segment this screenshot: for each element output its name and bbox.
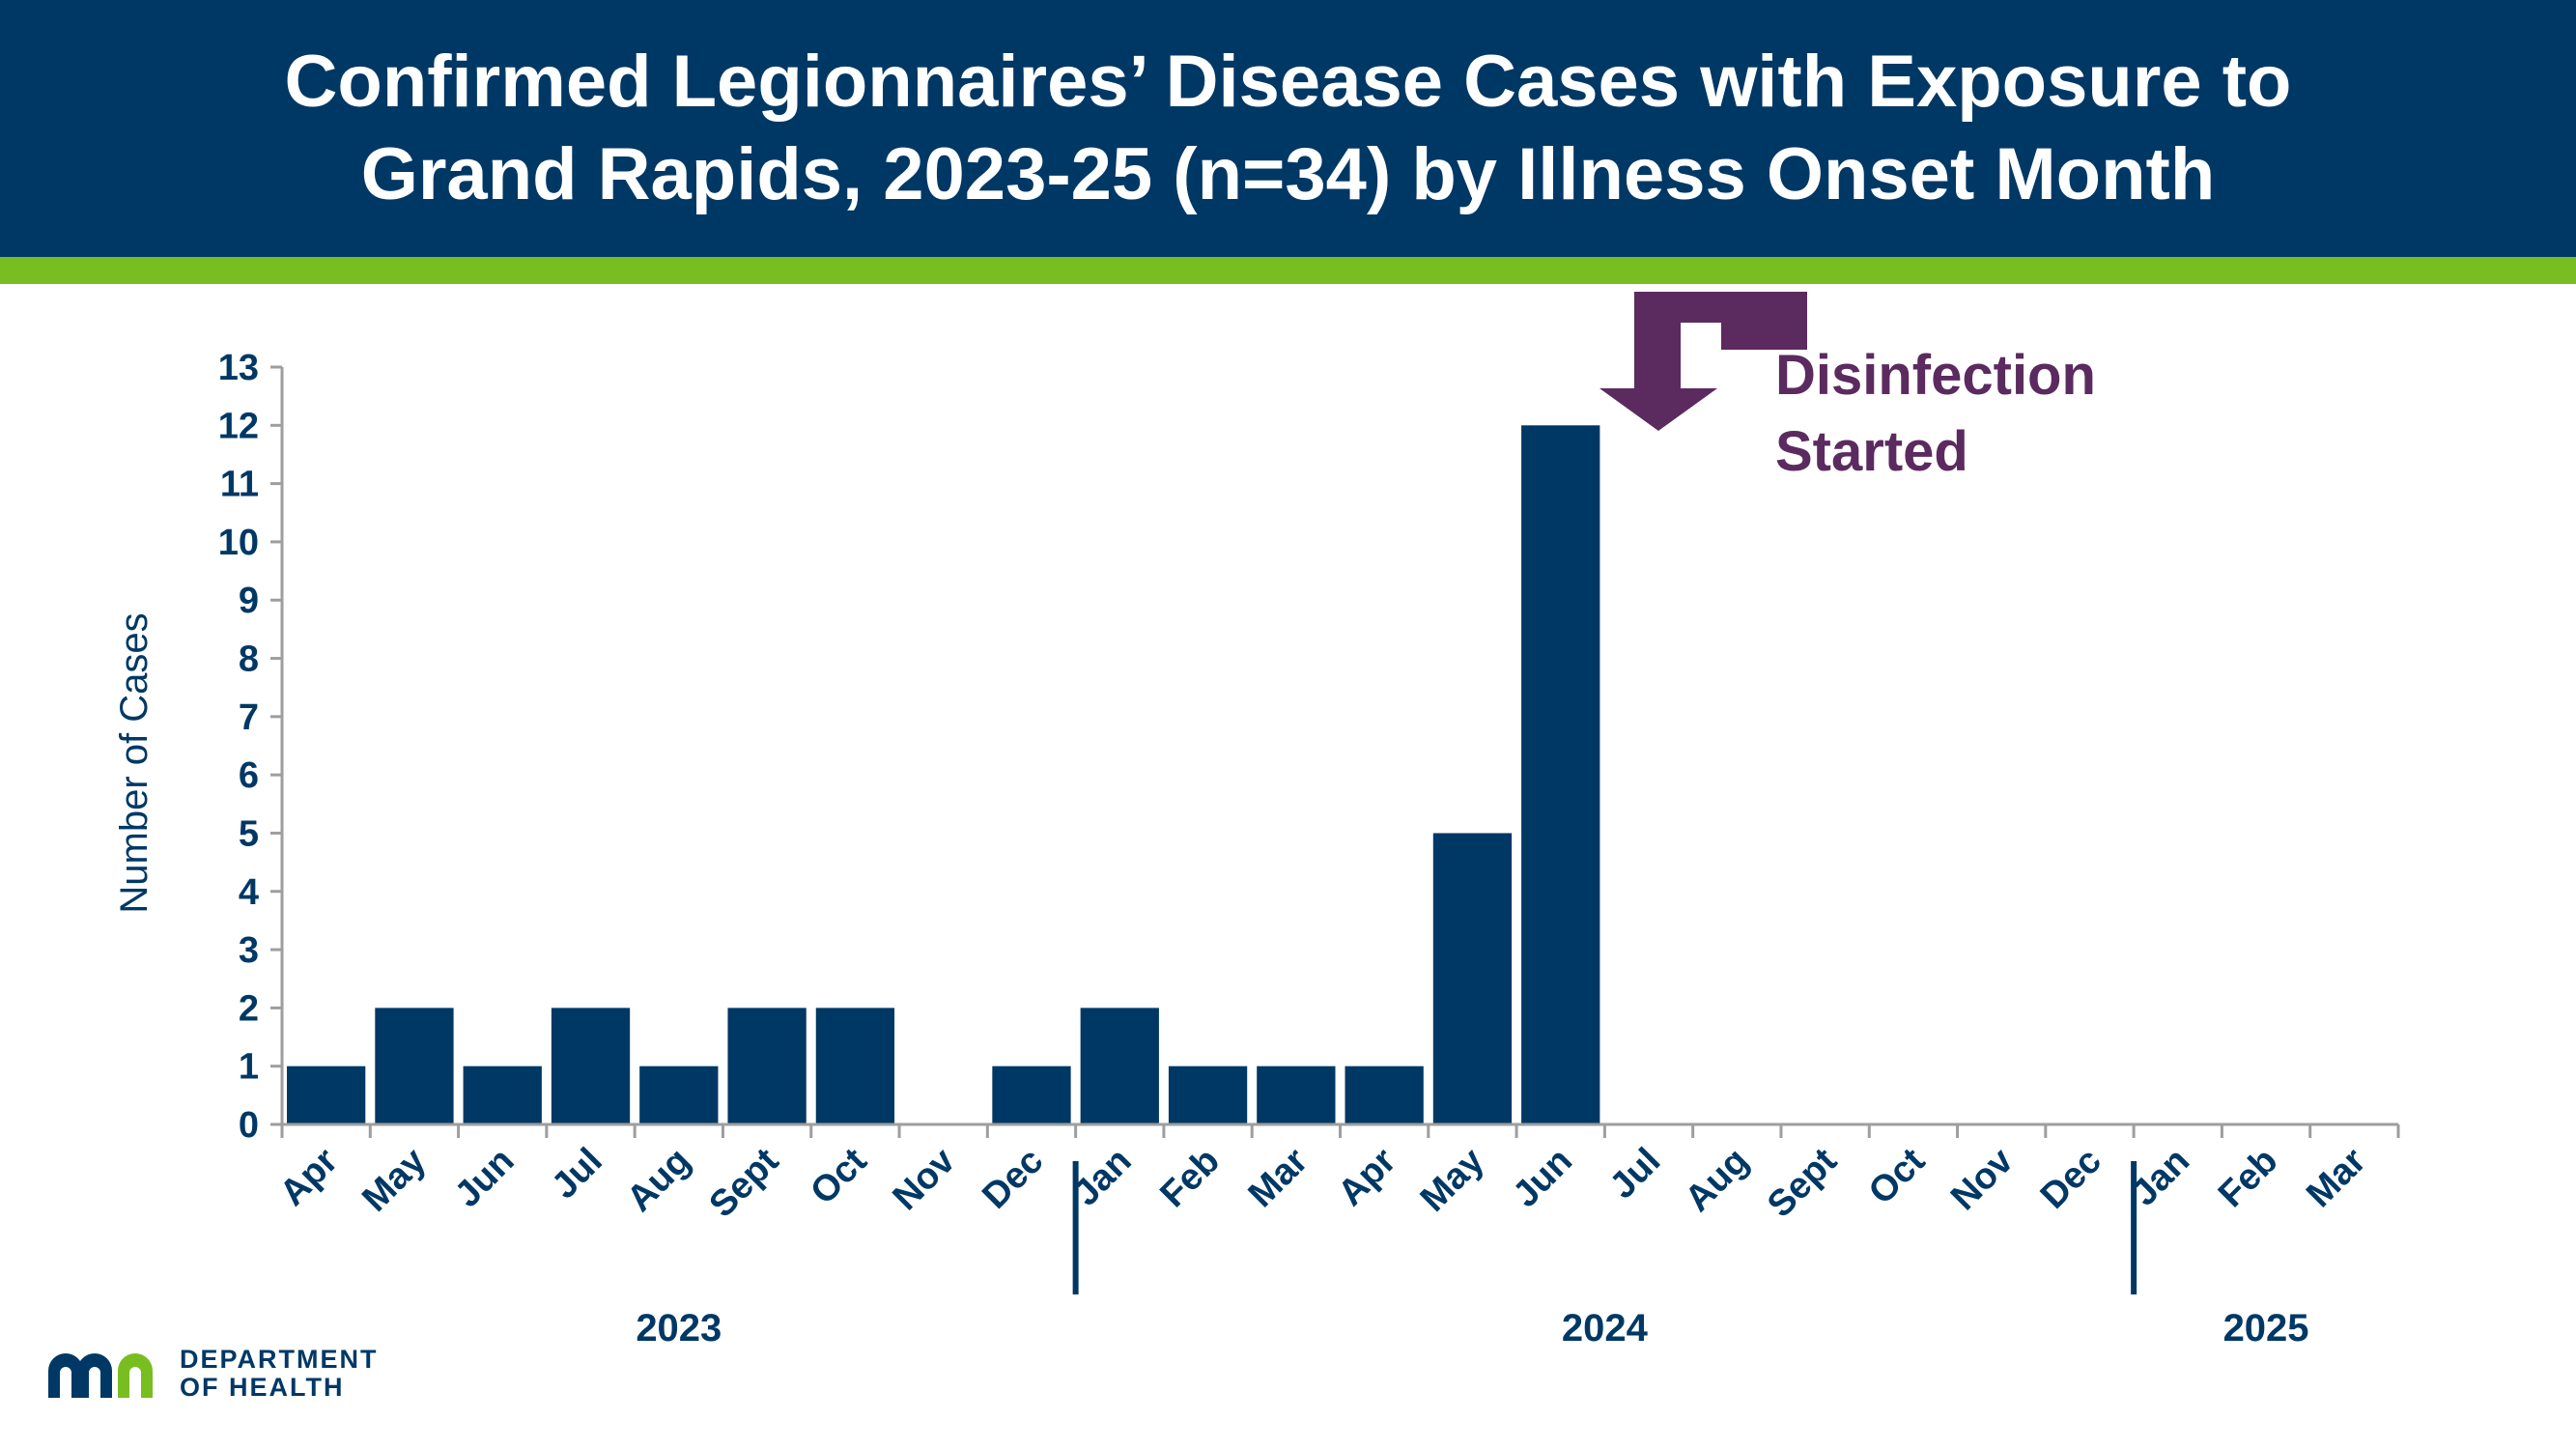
bar-2 bbox=[375, 1008, 454, 1124]
chart-title-line-2: Grand Rapids, 2023-25 (n=34) by Illness … bbox=[360, 133, 2216, 215]
x-tick-label: Aug bbox=[1678, 1141, 1757, 1220]
x-tick-label: Oct bbox=[1861, 1140, 1934, 1212]
bar-9 bbox=[992, 1065, 1071, 1124]
bar-13 bbox=[1345, 1065, 1424, 1124]
y-tick-label: 6 bbox=[239, 755, 259, 796]
y-tick-label: 10 bbox=[218, 523, 259, 563]
bar-group bbox=[287, 425, 1600, 1124]
bar-3 bbox=[463, 1065, 542, 1124]
chart-title-line-1: Confirmed Legionnaires’ Disease Cases wi… bbox=[284, 41, 2292, 123]
x-tick-label: Apr bbox=[272, 1141, 346, 1214]
y-tick-label: 1 bbox=[239, 1047, 259, 1088]
x-tick-label: Sept bbox=[702, 1140, 787, 1225]
logo-text: DEPARTMENT OF HEALTH bbox=[180, 1346, 379, 1402]
x-tick-label: Oct bbox=[803, 1140, 875, 1212]
x-tick-label: Jul bbox=[1602, 1141, 1669, 1208]
year-label: 2023 bbox=[636, 1307, 722, 1350]
bar-1 bbox=[287, 1065, 366, 1124]
bar-5 bbox=[639, 1065, 719, 1124]
mn-department-of-health-logo: DEPARTMENT OF HEALTH bbox=[44, 1345, 379, 1403]
bar-6 bbox=[727, 1008, 807, 1124]
y-tick-label: 7 bbox=[239, 697, 259, 738]
x-tick-label: Jun bbox=[447, 1141, 522, 1215]
year-label: 2024 bbox=[1562, 1307, 1649, 1350]
x-tick-label: May bbox=[354, 1141, 434, 1220]
x-tick-label: Mar bbox=[2299, 1141, 2374, 1216]
y-tick-label: 12 bbox=[218, 406, 259, 446]
x-tick-label: Feb bbox=[2211, 1141, 2285, 1215]
header-banner: Confirmed Legionnaires’ Disease Cases wi… bbox=[0, 0, 2576, 257]
x-tick-label: Nov bbox=[1943, 1141, 2021, 1218]
bar-4 bbox=[551, 1008, 631, 1124]
x-tick-label: Nov bbox=[886, 1141, 963, 1218]
y-tick-label: 9 bbox=[239, 581, 259, 621]
y-tick-label: 8 bbox=[239, 639, 259, 680]
y-tick-label: 5 bbox=[239, 813, 259, 854]
x-tick-label: Feb bbox=[1152, 1141, 1227, 1215]
bar-7 bbox=[815, 1008, 895, 1124]
logo-line-1: DEPARTMENT bbox=[180, 1345, 379, 1374]
bar-12 bbox=[1257, 1065, 1336, 1124]
annotation-line-1: Disinfection bbox=[1775, 344, 2096, 407]
accent-divider bbox=[0, 257, 2576, 284]
y-tick-label: 0 bbox=[239, 1105, 259, 1146]
y-axis-title: Number of Cases bbox=[113, 612, 156, 913]
x-tick-label: Dec bbox=[2033, 1141, 2109, 1217]
axes-group bbox=[270, 365, 2400, 1294]
bar-10 bbox=[1080, 1008, 1159, 1124]
bar-14 bbox=[1432, 833, 1513, 1124]
y-tick-label: 13 bbox=[218, 348, 259, 388]
x-tick-label: Aug bbox=[619, 1141, 698, 1220]
year-label: 2025 bbox=[2223, 1307, 2309, 1350]
y-tick-label: 11 bbox=[220, 465, 259, 505]
x-tick-label: Jul bbox=[544, 1141, 610, 1208]
annotation-line-2: Started bbox=[1775, 420, 1968, 483]
x-tick-label: Apr bbox=[1331, 1141, 1404, 1214]
x-tick-label: Sept bbox=[1760, 1140, 1845, 1225]
y-tick-label: 3 bbox=[239, 930, 259, 971]
bar-11 bbox=[1168, 1065, 1248, 1124]
bar-15 bbox=[1521, 425, 1600, 1124]
y-tick-label: 4 bbox=[239, 872, 259, 913]
logo-line-2: OF HEALTH bbox=[180, 1373, 345, 1402]
x-tick-label: Dec bbox=[975, 1141, 1051, 1217]
y-tick-label: 2 bbox=[239, 988, 259, 1029]
mn-logo-icon bbox=[48, 1353, 153, 1398]
x-tick-label: Jun bbox=[1506, 1141, 1580, 1215]
x-tick-label: May bbox=[1413, 1141, 1492, 1220]
x-tick-label: Mar bbox=[1241, 1141, 1316, 1216]
bent-down-arrow-icon bbox=[1599, 292, 1807, 431]
